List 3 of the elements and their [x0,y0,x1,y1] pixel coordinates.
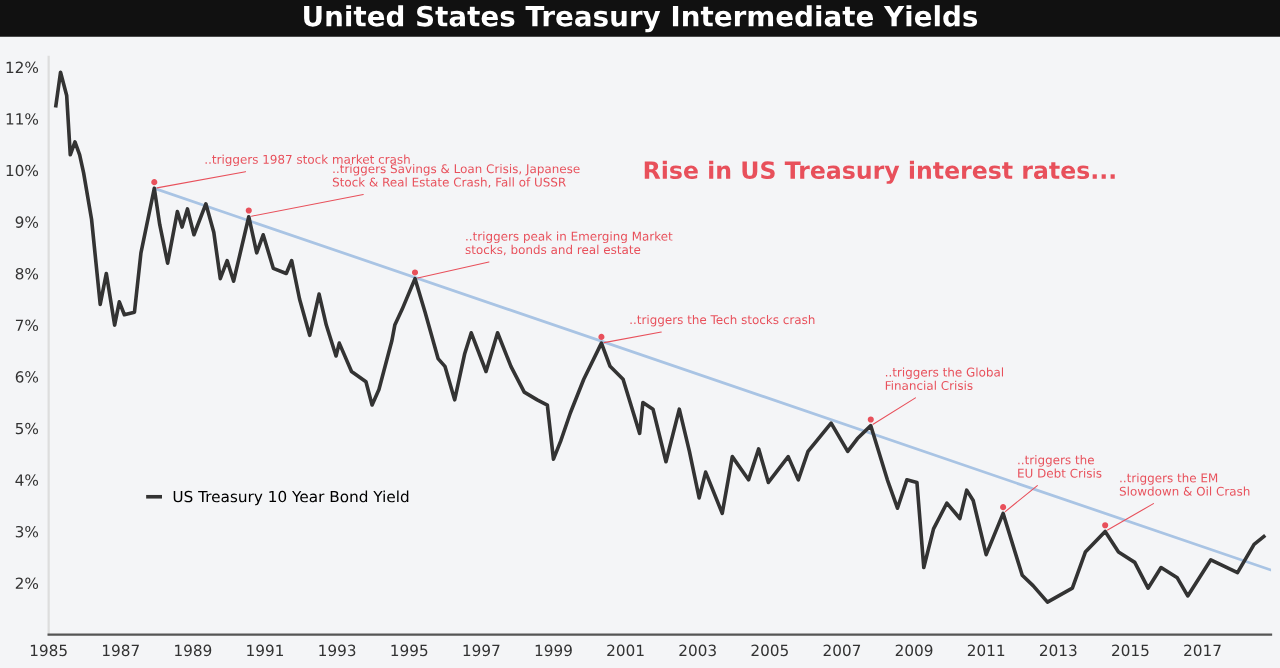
annotation: Rise in US Treasury interest rates... [644,160,1115,184]
chart-title: United States Treasury Intermediate Yields [304,5,978,33]
line-series [54,70,1266,604]
